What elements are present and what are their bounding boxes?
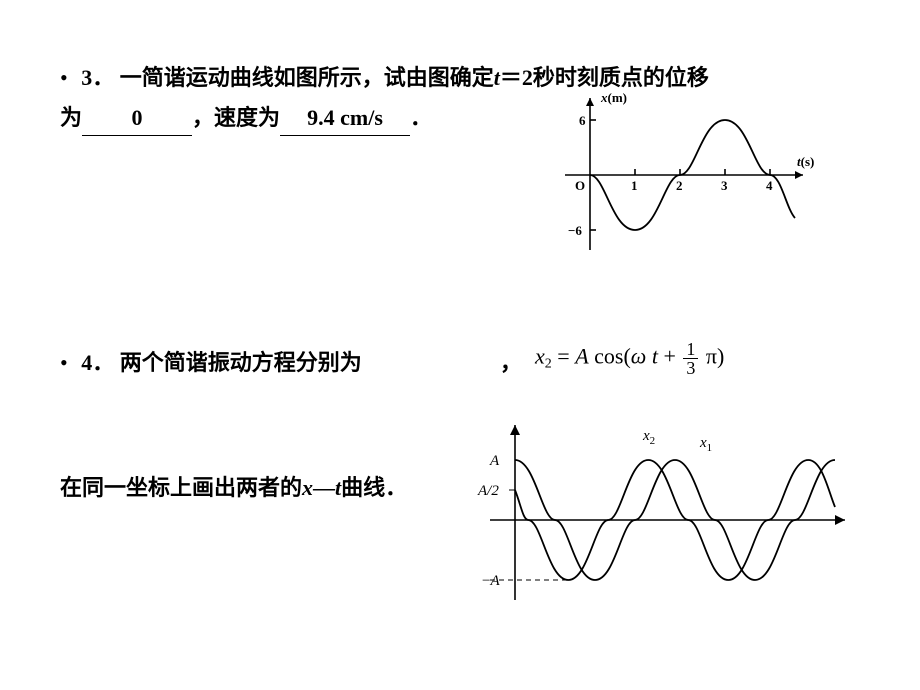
q3-eq: ＝	[500, 65, 522, 90]
svg-text:−6: −6	[568, 223, 582, 238]
q4-f-t: t	[646, 344, 658, 369]
q4-f-x: x	[535, 344, 545, 369]
q4-s-x2-sub: 2	[650, 435, 656, 447]
svg-text:x1: x1	[699, 435, 712, 454]
svg-text:−A: −A	[482, 573, 500, 589]
q4-dash: —	[313, 475, 335, 500]
q3-xtick-2: 2	[676, 178, 683, 193]
q4-comma: ，	[500, 345, 522, 377]
q3-end: ．	[410, 105, 432, 130]
q4-chart: A A/2 −A x2 x1	[460, 395, 860, 620]
svg-text:x2: x2	[642, 428, 655, 447]
q3-blank2: 9.4 cm/s	[280, 100, 410, 136]
q4-f-sub: 2	[545, 357, 552, 372]
q4-f-den: 3	[683, 359, 698, 377]
svg-text:t(s): t(s)	[797, 154, 814, 169]
q3-xtick-4: 4	[766, 178, 773, 193]
q4-f-omega: ω	[631, 344, 647, 369]
q3-chart: x(m) t(s) O 6 −6 1 2 3 4	[555, 90, 815, 265]
q4-y-A: A	[489, 453, 500, 469]
q3-origin-label: O	[575, 178, 585, 193]
q4-formula: x2 = A cos(ω t + 13 π)	[535, 340, 724, 377]
q4-f-cos: cos(	[594, 344, 631, 369]
q4-text1: 两个简谐振动方程分别为	[120, 350, 362, 375]
q4-s-x1-sub: 1	[707, 442, 713, 454]
q3-t-val: 2	[522, 65, 533, 90]
q4-label: 4．	[81, 350, 114, 375]
q4-f-num: 1	[683, 340, 698, 359]
q3-ytick-neg6: 6	[575, 223, 582, 238]
q4-line1: • 4． 两个简谐振动方程分别为	[60, 345, 880, 380]
q3-bullet: •	[60, 65, 68, 90]
q4-bullet: •	[60, 350, 68, 375]
q4-y-Ahalf: A/2	[477, 483, 499, 499]
q3-blank1: 0	[82, 100, 192, 136]
q3-text-a: 一简谐运动曲线如图所示，试由图确定	[120, 65, 494, 90]
q4-f-pi: π)	[706, 344, 724, 369]
q4-text2b: 曲线．	[341, 475, 407, 500]
q4-text2a: 在同一坐标上画出两者的	[60, 475, 302, 500]
q3-text-b: 秒时刻质点的位移	[533, 65, 709, 90]
q3-xtick-1: 1	[631, 178, 638, 193]
q3-ytick-6: 6	[579, 113, 586, 128]
svg-text:x(m): x(m)	[600, 90, 627, 105]
q4-f-A: A	[575, 344, 588, 369]
q3-label: 3．	[81, 65, 114, 90]
q4-y-negA: A	[489, 573, 500, 589]
q3-mid: ，速度为	[192, 105, 280, 130]
q4-xvar: x	[302, 475, 313, 500]
q3-xtick-3: 3	[721, 178, 728, 193]
q4-f-plus: +	[658, 344, 681, 369]
q4-f-eq: =	[557, 344, 575, 369]
q3-wei: 为	[60, 105, 82, 130]
